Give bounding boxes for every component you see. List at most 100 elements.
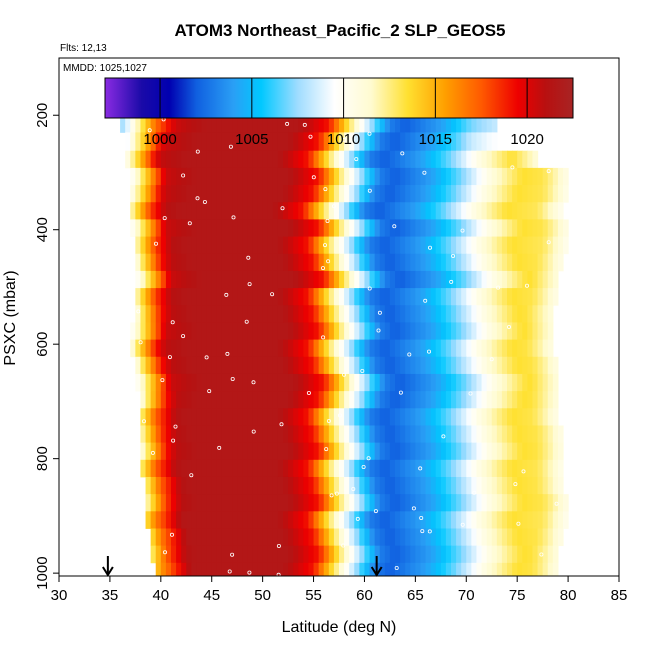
heatmap-cell	[171, 494, 177, 512]
heatmap-cell	[435, 253, 442, 272]
heatmap-cell	[283, 442, 289, 461]
sample-point	[331, 204, 336, 209]
heatmap-cell	[552, 425, 559, 444]
heatmap-cell	[344, 288, 350, 306]
heatmap-cell	[283, 391, 289, 409]
heatmap-cell	[456, 167, 462, 186]
heatmap-cell	[384, 339, 391, 358]
heatmap-cell	[211, 236, 218, 255]
heatmap-cell	[201, 391, 208, 409]
heatmap-cell	[476, 270, 483, 289]
heatmap-cell	[496, 562, 503, 577]
heatmap-cell	[155, 236, 162, 255]
heatmap-cell	[517, 373, 523, 392]
heatmap-cell	[293, 236, 299, 255]
heatmap-cell	[293, 219, 299, 237]
heatmap-cell	[232, 562, 238, 577]
heatmap-cell	[374, 408, 381, 426]
heatmap-cell	[313, 391, 320, 409]
heatmap-cell	[237, 288, 243, 306]
sample-point	[244, 319, 249, 324]
heatmap-cell	[323, 202, 330, 220]
heatmap-cell	[323, 545, 330, 564]
heatmap-cell	[206, 511, 213, 529]
heatmap-cell	[542, 408, 549, 426]
heatmap-cell	[313, 511, 320, 529]
heatmap-cell	[445, 270, 452, 289]
sample-point	[202, 199, 207, 204]
heatmap-cell	[410, 442, 416, 461]
heatmap-cell	[247, 288, 254, 306]
heatmap-cell	[328, 167, 335, 186]
heatmap-cell	[507, 459, 513, 478]
heatmap-cell	[496, 322, 503, 341]
heatmap-cell	[308, 288, 315, 306]
sample-point	[325, 218, 330, 223]
heatmap-cell	[339, 356, 345, 375]
heatmap-cell	[176, 459, 182, 478]
heatmap-cell	[440, 545, 447, 564]
heatmap-cell	[293, 115, 299, 133]
heatmap-cell	[547, 253, 554, 272]
heatmap-cell	[242, 305, 248, 323]
heatmap-cell	[344, 202, 350, 220]
heatmap-cell	[201, 305, 208, 323]
heatmap-cell	[328, 476, 335, 495]
heatmap-cell	[339, 270, 345, 289]
heatmap-cell	[145, 219, 152, 237]
heatmap-cell	[435, 339, 442, 358]
heatmap-cell	[364, 476, 371, 495]
heatmap-cell	[277, 408, 284, 426]
heatmap-cell	[186, 115, 192, 133]
heatmap-cell	[339, 115, 345, 133]
heatmap-cell	[130, 219, 136, 237]
heatmap-cell	[537, 202, 544, 220]
heatmap-cell	[257, 356, 264, 375]
heatmap-cell	[313, 545, 320, 564]
heatmap-cell	[435, 202, 442, 220]
heatmap-cell	[339, 476, 345, 495]
heatmap-cell	[384, 545, 391, 564]
heatmap-cell	[227, 476, 233, 495]
heatmap-cell	[140, 459, 147, 478]
heatmap-cell	[420, 356, 427, 375]
heatmap-cell	[537, 356, 544, 375]
heatmap-cell	[333, 373, 340, 392]
heatmap-cell	[522, 253, 528, 272]
heatmap-cell	[415, 253, 422, 272]
heatmap-cell	[425, 322, 432, 341]
heatmap-cell	[542, 511, 549, 529]
heatmap-cell	[323, 132, 330, 152]
heatmap-cell	[308, 236, 315, 255]
heatmap-cell	[242, 236, 248, 255]
heatmap-cell	[247, 494, 254, 512]
heatmap-cell	[227, 322, 233, 341]
heatmap-cell	[425, 511, 432, 529]
heatmap-cell	[501, 511, 508, 529]
heatmap-cell	[537, 494, 544, 512]
heatmap-cell	[150, 202, 157, 220]
sample-point	[451, 253, 456, 258]
heatmap-cell	[333, 150, 340, 169]
heatmap-cell	[471, 494, 478, 512]
heatmap-cell	[221, 373, 228, 392]
heatmap-cell	[267, 236, 274, 255]
heatmap-cell	[532, 511, 539, 529]
heatmap-cell	[201, 236, 208, 255]
heatmap-cell	[384, 270, 391, 289]
heatmap-cell	[339, 494, 345, 512]
heatmap-cell	[359, 511, 366, 529]
heatmap-cell	[298, 459, 304, 478]
heatmap-cell	[379, 305, 386, 323]
heatmap-cell	[323, 270, 330, 289]
heatmap-cell	[333, 236, 340, 255]
heatmap-cell	[451, 476, 457, 495]
heatmap-cell	[165, 459, 172, 478]
heatmap-cell	[165, 476, 172, 495]
heatmap-cell	[389, 408, 396, 426]
heatmap-cell	[145, 339, 152, 358]
heatmap-cell	[410, 476, 416, 495]
heatmap-cell	[379, 356, 386, 375]
heatmap-cell	[537, 167, 544, 186]
heatmap-cell	[333, 305, 340, 323]
